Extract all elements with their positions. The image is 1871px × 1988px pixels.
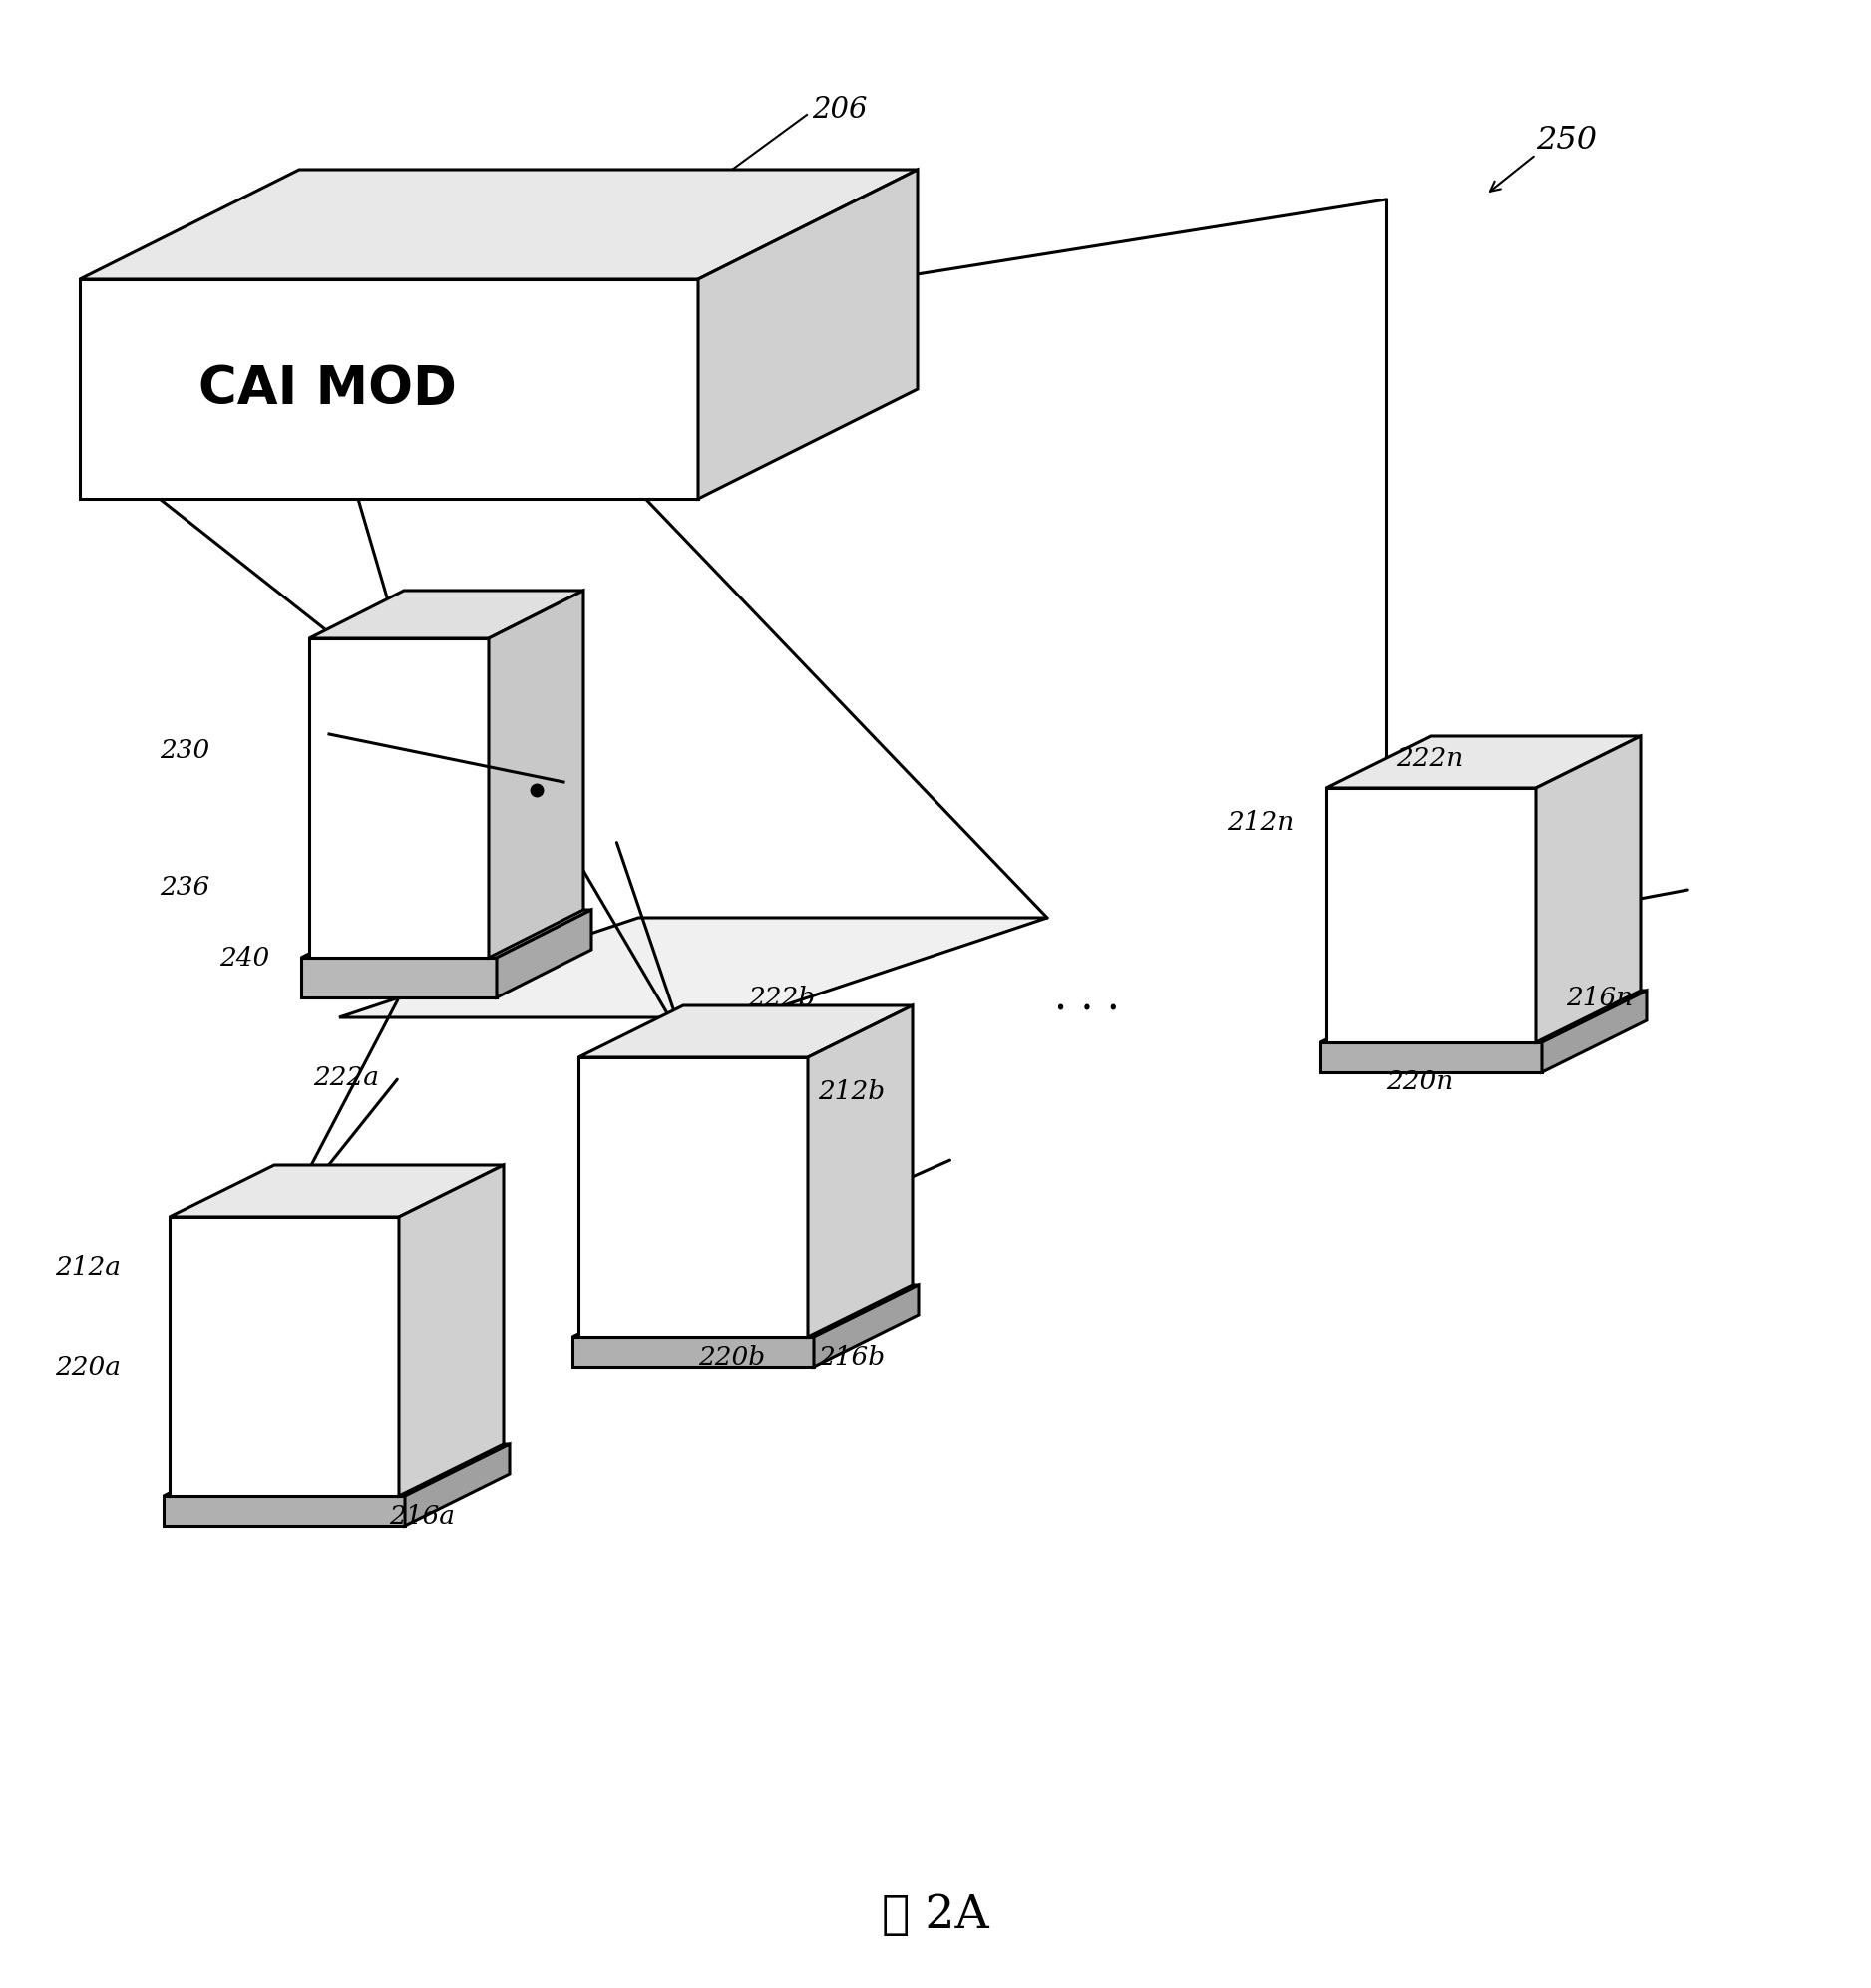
Polygon shape (309, 638, 488, 958)
Text: 222n: 222n (1396, 746, 1463, 771)
Polygon shape (163, 1445, 509, 1497)
Polygon shape (573, 1284, 919, 1336)
Polygon shape (1327, 787, 1536, 1042)
Polygon shape (1327, 736, 1641, 787)
Text: 212n: 212n (1227, 811, 1293, 835)
Polygon shape (170, 1217, 399, 1497)
Text: 206: 206 (812, 95, 866, 123)
Polygon shape (404, 1445, 509, 1527)
Polygon shape (578, 1058, 808, 1336)
Polygon shape (1542, 990, 1646, 1072)
Polygon shape (301, 911, 591, 958)
Text: 图 2A: 图 2A (881, 1893, 990, 1938)
Text: 220b: 220b (698, 1344, 765, 1370)
Text: 250: 250 (1536, 123, 1596, 155)
Polygon shape (488, 590, 584, 958)
Polygon shape (1321, 990, 1646, 1042)
Polygon shape (578, 1006, 913, 1058)
Text: 222b: 222b (748, 984, 816, 1010)
Text: 220n: 220n (1386, 1070, 1454, 1095)
Text: 222a: 222a (312, 1066, 380, 1089)
Polygon shape (170, 1165, 503, 1217)
Polygon shape (339, 918, 1048, 1018)
Polygon shape (309, 590, 584, 638)
Text: CAI MOD: CAI MOD (198, 364, 457, 415)
Text: 236: 236 (159, 875, 210, 901)
Text: 220a: 220a (54, 1354, 120, 1380)
Text: 212b: 212b (818, 1079, 885, 1105)
Text: 230: 230 (159, 738, 210, 763)
Polygon shape (1536, 736, 1641, 1042)
Polygon shape (808, 1006, 913, 1336)
Polygon shape (163, 1497, 404, 1527)
Polygon shape (80, 278, 698, 499)
Text: 240: 240 (219, 944, 269, 970)
Polygon shape (698, 169, 917, 499)
Text: 216a: 216a (389, 1503, 455, 1529)
Text: 216b: 216b (818, 1344, 885, 1370)
Polygon shape (573, 1336, 814, 1366)
Polygon shape (1321, 1042, 1542, 1072)
Polygon shape (301, 958, 496, 998)
Polygon shape (814, 1284, 919, 1366)
Polygon shape (80, 169, 917, 278)
Text: 216n: 216n (1566, 984, 1633, 1010)
Polygon shape (496, 911, 591, 998)
Text: 212a: 212a (54, 1254, 120, 1280)
Polygon shape (399, 1165, 503, 1497)
Text: . . .: . . . (1053, 976, 1121, 1018)
